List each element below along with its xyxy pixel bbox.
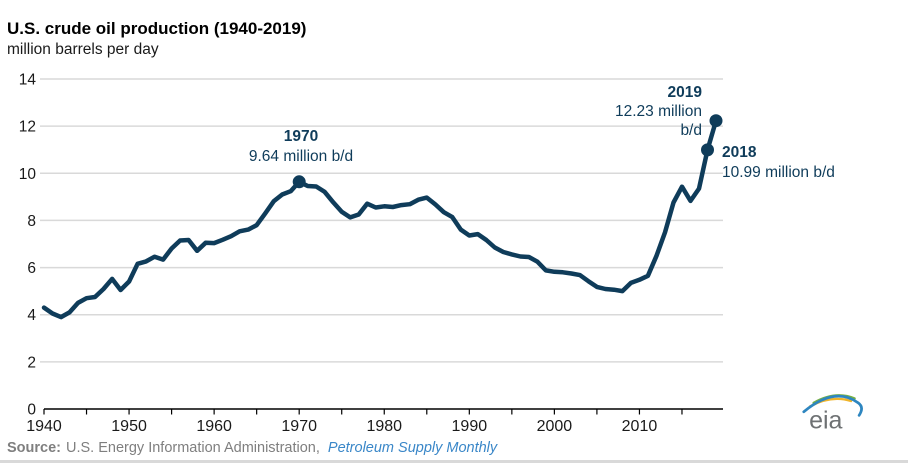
annotation-2018-year: 2018 — [722, 144, 757, 161]
annotation-2019-unit: b/d — [680, 122, 702, 139]
y-tick-label: 6 — [27, 260, 36, 277]
x-tick-label: 1960 — [196, 418, 232, 435]
annotation-1970: 1970 9.64 million b/d — [211, 127, 391, 166]
y-tick-label: 8 — [27, 213, 36, 230]
annotation-2018: 2018 10.99 million b/d — [722, 143, 835, 182]
y-tick-label: 14 — [19, 72, 37, 89]
x-tick-label: 1990 — [452, 418, 488, 435]
chart-subtitle: million barrels per day — [7, 41, 159, 58]
annotation-2018-value: 10.99 million b/d — [722, 163, 835, 181]
x-tick-label: 2000 — [537, 418, 573, 435]
bottom-divider — [0, 460, 908, 463]
x-tick-label: 1940 — [26, 418, 62, 435]
y-tick-label: 12 — [19, 119, 36, 136]
data-point-marker — [701, 143, 714, 157]
y-tick-label: 10 — [19, 166, 37, 183]
annotation-1970-value: 9.64 million b/d — [248, 147, 354, 165]
x-tick-label: 2010 — [622, 418, 658, 435]
data-point-marker — [292, 175, 306, 189]
annotation-2019: 2019 12.23 million b/d — [532, 83, 702, 140]
source-label: Source: — [7, 440, 61, 456]
annotation-2019-year: 2019 — [667, 84, 702, 101]
x-tick-label: 1950 — [111, 418, 147, 435]
data-point-marker — [709, 114, 723, 128]
x-tick-label: 1980 — [366, 418, 402, 435]
x-tick-label: 1970 — [281, 418, 317, 435]
y-tick-label: 4 — [27, 307, 36, 324]
source-note: Source: U.S. Energy Information Administr… — [7, 440, 497, 456]
source-text: U.S. Energy Information Administration, — [66, 440, 320, 456]
y-tick-label: 2 — [27, 354, 36, 371]
annotation-1970-year: 1970 — [283, 128, 319, 145]
chart-title: U.S. crude oil production (1940-2019) — [7, 19, 307, 38]
eia-logo-swoosh-blue — [802, 394, 863, 417]
production-line — [41, 118, 719, 320]
eia-logo: eia — [802, 394, 863, 435]
y-tick-label: 0 — [27, 402, 36, 419]
source-link[interactable]: Petroleum Supply Monthly — [327, 440, 498, 456]
annotation-2019-value: 12.23 million — [614, 103, 702, 120]
eia-logo-text: eia — [809, 407, 842, 435]
